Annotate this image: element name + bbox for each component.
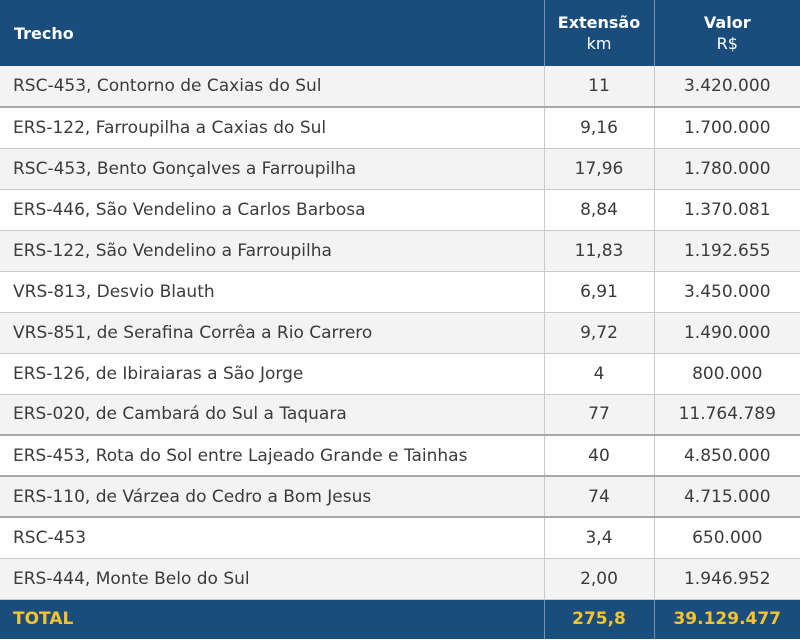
cell-extensao: 40 [544, 435, 655, 477]
cell-trecho: RSC-453 [0, 517, 545, 559]
header-row: Trecho Extensão km Valor R$ [0, 0, 800, 66]
cell-trecho: ERS-122, Farroupilha a Caxias do Sul [0, 107, 545, 149]
cell-extensao: 4 [544, 353, 655, 395]
cell-trecho: ERS-453, Rota do Sol entre Lajeado Grand… [0, 435, 545, 477]
cell-trecho: ERS-446, São Vendelino a Carlos Barbosa [0, 189, 545, 231]
cell-extensao: 8,84 [544, 189, 655, 231]
cell-extensao: 3,4 [544, 517, 655, 559]
table-body: RSC-453, Contorno de Caxias do Sul 11 3.… [0, 66, 800, 600]
table-row: ERS-444, Monte Belo do Sul 2,00 1.946.95… [0, 558, 800, 600]
table-row: RSC-453 3,4 650.000 [0, 517, 800, 559]
cell-valor: 800.000 [654, 353, 800, 395]
cell-valor: 3.450.000 [654, 271, 800, 313]
cell-extensao: 74 [544, 476, 655, 518]
cell-extensao: 6,91 [544, 271, 655, 313]
table-row: VRS-813, Desvio Blauth 6,91 3.450.000 [0, 271, 800, 313]
table-row: ERS-020, de Cambará do Sul a Taquara 77 … [0, 394, 800, 436]
cell-valor: 1.370.081 [654, 189, 800, 231]
cell-valor: 11.764.789 [654, 394, 800, 436]
cell-valor: 1.946.952 [654, 558, 800, 600]
cell-extensao: 9,72 [544, 312, 655, 354]
total-extensao: 275,8 [544, 599, 655, 639]
cell-valor: 1.192.655 [654, 230, 800, 272]
header-valor-unit: R$ [716, 34, 738, 53]
table-row: RSC-453, Contorno de Caxias do Sul 11 3.… [0, 66, 800, 108]
header-extensao-unit: km [586, 34, 612, 53]
cell-valor: 4.850.000 [654, 435, 800, 477]
header-valor: Valor R$ [654, 0, 800, 66]
table-row: ERS-126, de Ibiraiaras a São Jorge 4 800… [0, 353, 800, 395]
cell-trecho: ERS-020, de Cambará do Sul a Taquara [0, 394, 545, 436]
table-header: Trecho Extensão km Valor R$ [0, 0, 800, 66]
cell-extensao: 11,83 [544, 230, 655, 272]
total-row: TOTAL 275,8 39.129.477 [0, 599, 800, 639]
table-row: ERS-110, de Várzea do Cedro a Bom Jesus … [0, 476, 800, 518]
table-row: ERS-122, São Vendelino a Farroupilha 11,… [0, 230, 800, 272]
cell-extensao: 17,96 [544, 148, 655, 190]
cell-valor: 1.490.000 [654, 312, 800, 354]
cell-valor: 1.700.000 [654, 107, 800, 149]
cell-extensao: 11 [544, 66, 655, 108]
cell-valor: 650.000 [654, 517, 800, 559]
total-label: TOTAL [0, 599, 545, 639]
header-valor-label: Valor [703, 13, 751, 32]
cell-valor: 3.420.000 [654, 66, 800, 108]
cell-extensao: 77 [544, 394, 655, 436]
header-trecho: Trecho [0, 0, 545, 66]
header-extensao-label: Extensão [557, 13, 641, 32]
cell-trecho: VRS-851, de Serafina Corrêa a Rio Carrer… [0, 312, 545, 354]
table-row: VRS-851, de Serafina Corrêa a Rio Carrer… [0, 312, 800, 354]
cell-valor: 1.780.000 [654, 148, 800, 190]
table-row: ERS-453, Rota do Sol entre Lajeado Grand… [0, 435, 800, 477]
cell-trecho: ERS-122, São Vendelino a Farroupilha [0, 230, 545, 272]
cell-extensao: 9,16 [544, 107, 655, 149]
cell-valor: 4.715.000 [654, 476, 800, 518]
header-extensao: Extensão km [544, 0, 655, 66]
cell-trecho: RSC-453, Bento Gonçalves a Farroupilha [0, 148, 545, 190]
cell-trecho: ERS-444, Monte Belo do Sul [0, 558, 545, 600]
table-row: ERS-122, Farroupilha a Caxias do Sul 9,1… [0, 107, 800, 149]
table-row: ERS-446, São Vendelino a Carlos Barbosa … [0, 189, 800, 231]
cell-trecho: VRS-813, Desvio Blauth [0, 271, 545, 313]
cell-trecho: ERS-126, de Ibiraiaras a São Jorge [0, 353, 545, 395]
cell-extensao: 2,00 [544, 558, 655, 600]
table-row: RSC-453, Bento Gonçalves a Farroupilha 1… [0, 148, 800, 190]
cell-trecho: RSC-453, Contorno de Caxias do Sul [0, 66, 545, 108]
table-footer: TOTAL 275,8 39.129.477 [0, 599, 800, 639]
cell-trecho: ERS-110, de Várzea do Cedro a Bom Jesus [0, 476, 545, 518]
total-valor: 39.129.477 [673, 609, 782, 630]
